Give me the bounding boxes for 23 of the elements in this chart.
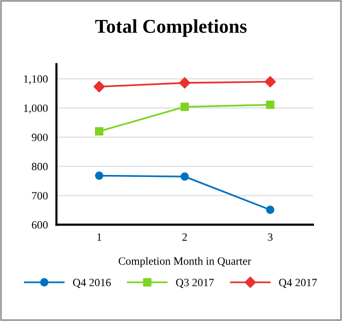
x-tick-label: 2 [182, 233, 187, 241]
legend-label: Q4 2016 [73, 278, 111, 288]
x-axis-title: Completion Month in Quarter [118, 257, 252, 268]
legend-label: Q4 2017 [279, 278, 317, 288]
x-tick-label: 3 [268, 233, 273, 241]
y-tick-label: 1,100 [24, 75, 48, 84]
point [266, 206, 274, 214]
legend-label: Q3 2017 [176, 278, 214, 288]
x-tick-label: 1 [97, 233, 102, 241]
point [180, 102, 189, 111]
y-tick-label: 800 [32, 162, 48, 170]
y-tick-label: 600 [32, 221, 48, 229]
y-tick-label: 900 [32, 134, 48, 142]
point [180, 172, 189, 181]
y-tick-label: 1,000 [24, 104, 48, 114]
point [95, 127, 104, 136]
point [94, 81, 105, 92]
point [266, 100, 274, 109]
point [95, 172, 104, 180]
chart-title: Total Completions [95, 19, 247, 37]
point [179, 77, 190, 88]
y-tick-label: 700 [32, 192, 48, 200]
point [264, 76, 276, 88]
